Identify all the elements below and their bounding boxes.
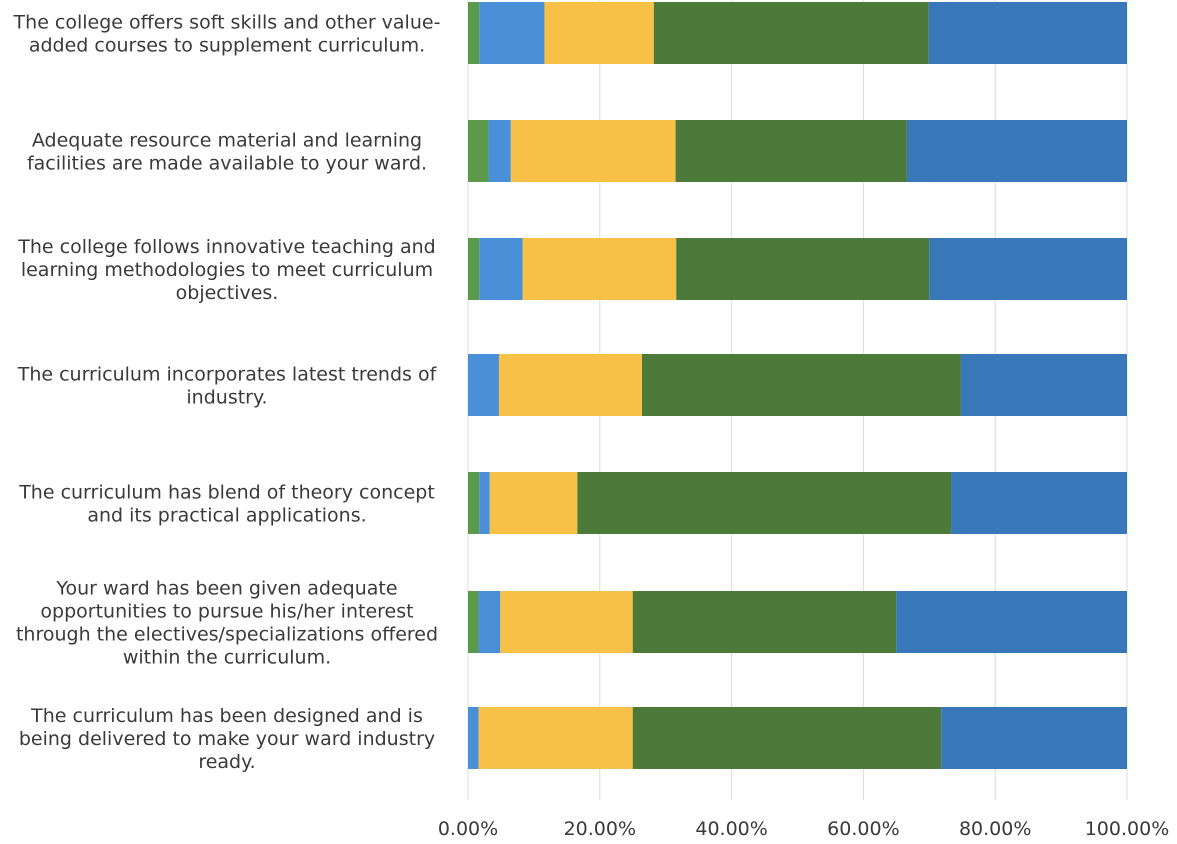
category-label: learning methodologies to meet curriculu…: [21, 259, 433, 281]
category-label: The college follows innovative teaching …: [17, 236, 435, 258]
category-label: The curriculum has blend of theory conce…: [18, 482, 435, 504]
category-label: facilities are made available to your wa…: [27, 153, 427, 175]
x-tick-label: 40.00%: [695, 818, 767, 840]
bar-segment: [468, 2, 480, 64]
category-label: industry.: [186, 387, 267, 409]
category-label: Your ward has been given adequate: [55, 578, 397, 600]
bar-segment: [675, 120, 907, 182]
category-label: The curriculum incorporates latest trend…: [17, 364, 438, 386]
bar-segment: [498, 354, 642, 416]
category-label: ready.: [198, 751, 255, 773]
bar-segment: [544, 2, 654, 64]
bar-segment: [896, 591, 1127, 653]
category-label: added courses to supplement curriculum.: [29, 35, 425, 57]
x-tick-label: 100.00%: [1085, 818, 1170, 840]
bar-segment: [500, 591, 633, 653]
bar-segment: [577, 472, 952, 534]
bar-segment: [510, 120, 676, 182]
bar-segment: [960, 354, 1127, 416]
category-label: objectives.: [176, 282, 279, 304]
x-tick-label: 60.00%: [827, 818, 899, 840]
bar-segment: [941, 707, 1127, 769]
bar-segment: [929, 238, 1127, 300]
bar-segment: [479, 472, 490, 534]
category-label: Adequate resource material and learning: [32, 130, 422, 152]
bar-segment: [468, 120, 489, 182]
x-tick-label: 80.00%: [959, 818, 1031, 840]
bar-segment: [488, 120, 511, 182]
bar-segment: [468, 472, 480, 534]
bar-segment: [653, 2, 929, 64]
category-labels: The college offers soft skills and other…: [13, 12, 441, 774]
x-tick-label: 0.00%: [438, 818, 498, 840]
x-axis-ticks: 0.00% 20.00% 40.00% 60.00% 80.00% 100.00%: [438, 818, 1169, 840]
category-label: The curriculum has been designed and is: [30, 705, 423, 727]
category-label: through the electives/specializations of…: [16, 624, 438, 646]
bar-segment: [632, 707, 942, 769]
bar-segment: [478, 707, 633, 769]
category-label: within the curriculum.: [123, 647, 331, 669]
bar-segment: [478, 591, 501, 653]
bar-segment: [906, 120, 1127, 182]
bar-segment: [676, 238, 930, 300]
category-label: The college offers soft skills and other…: [13, 12, 441, 34]
bar-segment: [951, 472, 1127, 534]
bar-segment: [489, 472, 578, 534]
bar-segment: [468, 238, 480, 300]
bar-segment: [479, 238, 523, 300]
bar-segment: [632, 591, 897, 653]
bar-segment: [468, 707, 479, 769]
bar-segment: [641, 354, 961, 416]
category-label: being delivered to make your ward indust…: [19, 728, 435, 750]
bar-segment: [479, 2, 545, 64]
category-label: and its practical applications.: [87, 505, 366, 527]
bars: [468, 2, 1127, 769]
bar-segment: [468, 354, 499, 416]
category-label: opportunities to pursue his/her interest: [40, 601, 413, 623]
bar-segment: [468, 591, 479, 653]
x-tick-label: 20.00%: [564, 818, 636, 840]
bar-segment: [928, 2, 1127, 64]
bar-segment: [522, 238, 677, 300]
